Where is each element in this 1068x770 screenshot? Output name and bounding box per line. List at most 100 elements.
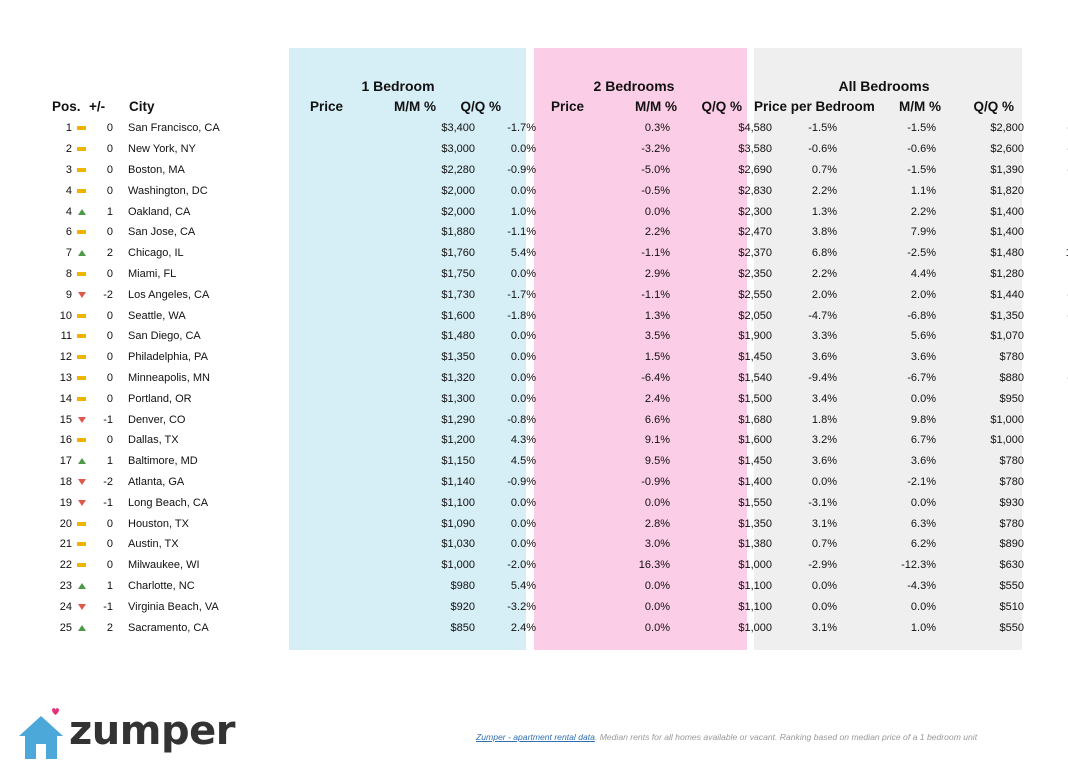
header-qq-2br: Q/Q % [701, 99, 742, 114]
cell-mm-1br: -2.0% [507, 559, 536, 572]
cell-city: Miami, FL [128, 267, 177, 280]
trend-flat-icon [77, 376, 86, 381]
cell-change: 1 [106, 205, 113, 218]
footer-source-link[interactable]: Zumper - apartment rental data [476, 732, 595, 742]
cell-city: Minneapolis, MN [128, 371, 210, 384]
cell-mm-2br: -9.4% [808, 371, 837, 384]
cell-city: Chicago, IL [128, 247, 184, 260]
cell-price-per-bedroom: $550 [999, 621, 1024, 634]
trend-cell [72, 430, 91, 451]
cell-price-1br: $920 [450, 600, 475, 613]
table-row: 25 2 Sacramento, CA $850 2.4% 0.0% $1,000 3.1% 1… [0, 617, 1068, 638]
trend-cell [72, 492, 91, 513]
header-price-2br: Price [551, 99, 585, 114]
cell-qq-1br: 16.3% [638, 559, 670, 572]
cell-price-2br: $1,680 [738, 413, 772, 426]
cell-price-2br: $2,690 [738, 163, 772, 176]
cell-price-per-bedroom: $780 [999, 475, 1024, 488]
cell-price-1br: $1,480 [441, 330, 475, 343]
cell-pos: 19 [59, 496, 72, 509]
cell-price-2br: $1,100 [738, 600, 772, 613]
table-row: 17 1 Baltimore, MD $1,150 4.5% 9.5% $1,450 3.6%… [0, 451, 1068, 472]
cell-mm-1br: 0.0% [510, 371, 536, 384]
cell-price-1br: $3,000 [441, 143, 475, 156]
cell-mm-1br: 5.4% [510, 579, 536, 592]
cell-mm-all: 0.0% [1024, 492, 1068, 513]
cell-price-1br: $1,030 [441, 538, 475, 551]
cell-pos: 11 [60, 330, 72, 343]
trend-flat-icon [77, 188, 86, 193]
cell-change: 0 [106, 351, 113, 364]
table-row: 12 0 Philadelphia, PA $1,350 0.0% 1.5% $1,450 3… [0, 347, 1068, 368]
cell-city: Seattle, WA [128, 309, 186, 322]
cell-qq-2br: 3.6% [910, 351, 936, 364]
cell-mm-all: -1.5% [1024, 139, 1068, 160]
cell-price-per-bedroom: $1,820 [990, 184, 1024, 197]
cell-qq-2br: 6.3% [910, 517, 936, 530]
trend-flat-icon [77, 563, 86, 568]
cell-pos: 21 [59, 538, 72, 551]
trend-cell [72, 576, 91, 597]
cell-price-2br: $3,580 [738, 143, 772, 156]
cell-mm-1br: 1.0% [510, 205, 536, 218]
cell-change: -1 [103, 496, 113, 509]
trend-cell [72, 139, 91, 160]
table-row: 3 0 Boston, MA $2,280 -0.9% -5.0% $2,690 0.7% -1… [0, 160, 1068, 181]
cell-price-1br: $1,320 [441, 371, 475, 384]
cell-mm-all: -1.8% [1024, 118, 1068, 139]
table-row: 24 -1 Virginia Beach, VA $920 -3.2% 0.0% $1,10… [0, 596, 1068, 617]
cell-price-per-bedroom: $780 [999, 351, 1024, 364]
cell-city: Philadelphia, PA [128, 351, 208, 364]
cell-mm-2br: 3.4% [811, 392, 837, 405]
cell-mm-all: 3.1% [1024, 430, 1068, 451]
cell-pos: 10 [59, 309, 72, 322]
cell-price-per-bedroom: $1,000 [990, 413, 1024, 426]
cell-mm-all: 1.4% [1024, 222, 1068, 243]
trend-flat-icon [77, 542, 86, 547]
cell-qq-1br: 0.3% [644, 122, 670, 135]
cell-qq-2br: 1.1% [910, 184, 936, 197]
cell-change: 1 [106, 579, 113, 592]
cell-mm-2br: 3.1% [811, 517, 837, 530]
group-header-1-bedroom: 1 Bedroom [361, 78, 435, 94]
trend-down-icon [77, 291, 86, 298]
cell-qq-2br: -0.6% [907, 143, 936, 156]
trend-cell [72, 347, 91, 368]
cell-pos: 25 [59, 621, 72, 634]
cell-price-1br: $1,100 [441, 496, 475, 509]
table-row: 8 0 Miami, FL $1,750 0.0% 2.9% $2,350 2.2% 4.4% $… [0, 264, 1068, 285]
cell-mm-all: 3.7% [1024, 201, 1068, 222]
cell-change: -2 [103, 475, 113, 488]
cell-qq-1br: 0.0% [644, 496, 670, 509]
cell-qq-2br: -12.3% [901, 559, 936, 572]
trend-up-icon [77, 208, 86, 215]
cell-price-per-bedroom: $2,800 [990, 122, 1024, 135]
cell-qq-2br: 0.0% [910, 600, 936, 613]
cell-qq-2br: 9.8% [910, 413, 936, 426]
trend-up-icon [77, 250, 86, 257]
cell-price-per-bedroom: $1,390 [990, 163, 1024, 176]
trend-cell [72, 409, 91, 430]
cell-qq-2br: 6.2% [910, 538, 936, 551]
cell-pos: 2 [65, 143, 72, 156]
cell-city: Dallas, TX [128, 434, 179, 447]
cell-price-2br: $1,540 [738, 371, 772, 384]
cell-price-1br: $980 [450, 579, 475, 592]
header-city: City [129, 99, 155, 114]
cell-price-2br: $4,580 [738, 122, 772, 135]
cell-mm-2br: 6.8% [811, 247, 837, 260]
cell-change: 0 [106, 309, 113, 322]
cell-qq-1br: -1.1% [641, 288, 670, 301]
cell-mm-1br: 4.5% [510, 455, 536, 468]
cell-city: Baltimore, MD [128, 455, 198, 468]
trend-cell [72, 555, 91, 576]
cell-mm-1br: 0.0% [510, 517, 536, 530]
cell-qq-1br: 2.8% [644, 517, 670, 530]
cell-price-2br: $2,550 [738, 288, 772, 301]
trend-down-icon [77, 499, 86, 506]
cell-mm-1br: -0.9% [507, 163, 536, 176]
cell-qq-1br: -1.1% [641, 247, 670, 260]
cell-qq-1br: 0.0% [644, 600, 670, 613]
cell-pos: 4 [65, 205, 72, 218]
trend-down-icon [77, 416, 86, 423]
